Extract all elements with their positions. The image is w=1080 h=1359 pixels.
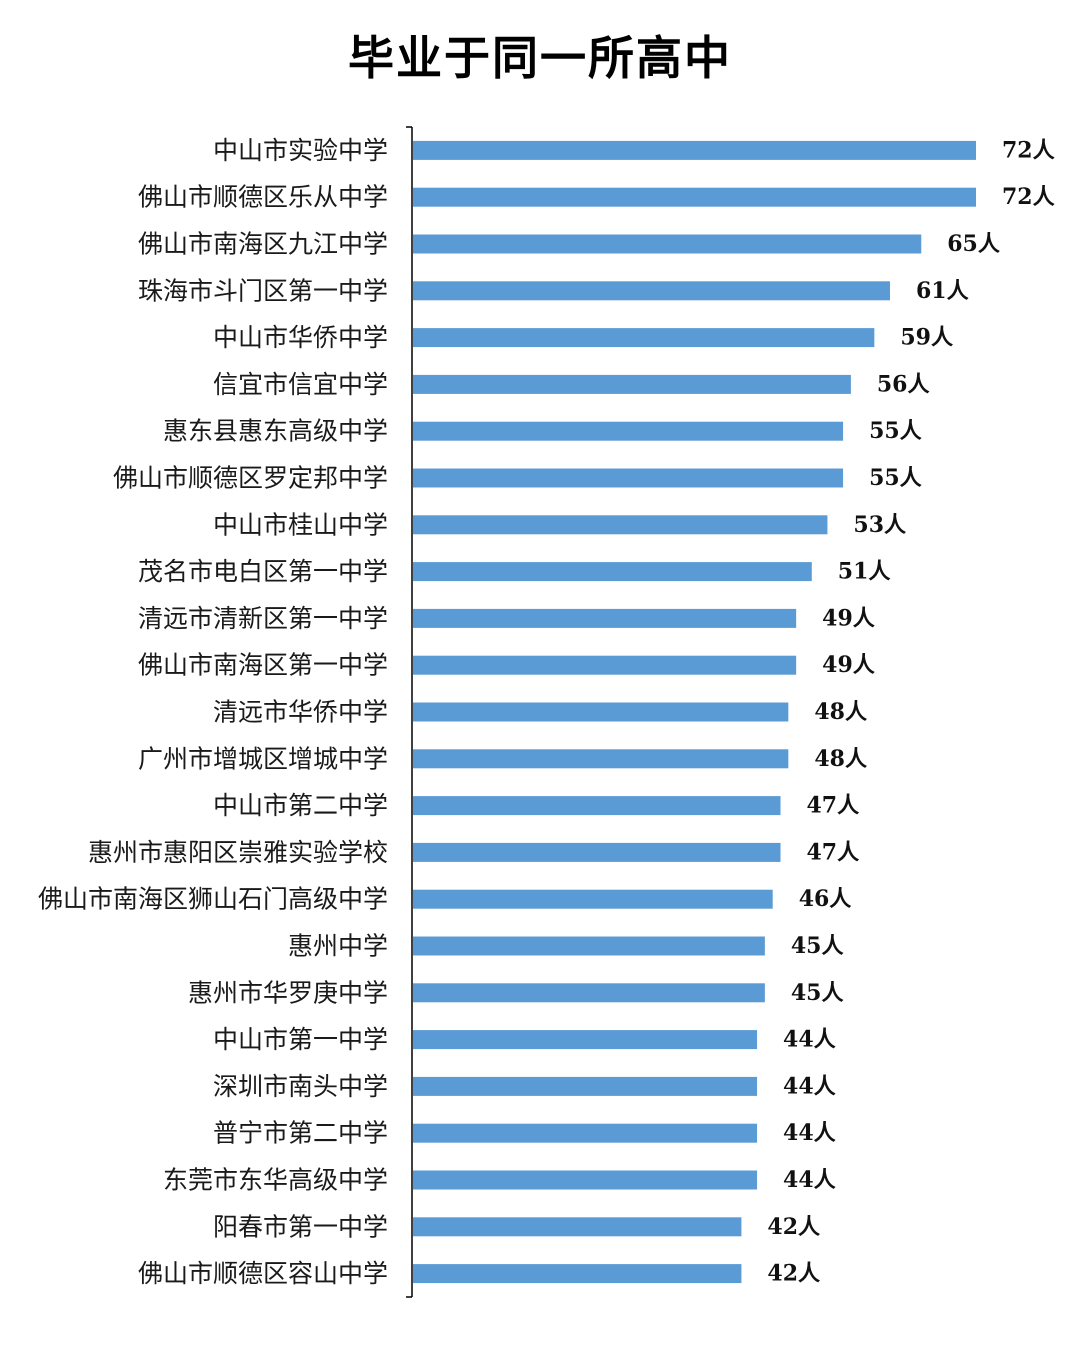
category-label: 佛山市南海区第一中学 [138, 651, 388, 680]
value-label: 56人 [877, 371, 930, 397]
category-label: 中山市第一中学 [213, 1025, 388, 1054]
category-label: 佛山市顺德区容山中学 [138, 1259, 388, 1288]
category-label: 清远市华侨中学 [213, 698, 388, 727]
value-label: 72人 [1002, 137, 1055, 163]
category-label: 茂名市电白区第一中学 [138, 557, 388, 586]
value-label: 48人 [814, 699, 867, 725]
category-label: 东莞市东华高级中学 [163, 1166, 388, 1195]
value-label: 47人 [807, 839, 860, 865]
value-label: 44人 [783, 1167, 836, 1193]
bar [413, 1217, 742, 1237]
category-label: 惠州市惠阳区崇雅实验学校 [88, 838, 388, 867]
bar [413, 140, 976, 160]
value-label: 46人 [799, 886, 852, 912]
category-label: 深圳市南头中学 [213, 1072, 388, 1101]
category-label: 佛山市南海区狮山石门高级中学 [38, 885, 388, 914]
bar [413, 655, 797, 675]
category-label: 佛山市顺德区乐从中学 [138, 183, 388, 212]
value-label: 44人 [783, 1027, 836, 1053]
category-label: 信宜市信宜中学 [213, 370, 388, 399]
bar [413, 1123, 758, 1143]
value-label: 47人 [807, 793, 860, 819]
value-label: 44人 [783, 1073, 836, 1099]
value-label: 55人 [869, 465, 922, 491]
chart-title: 毕业于同一所高中 [348, 31, 732, 85]
bar [413, 983, 765, 1003]
category-label: 阳春市第一中学 [213, 1212, 388, 1241]
category-label: 中山市实验中学 [213, 136, 388, 165]
category-label: 广州市增城区增城中学 [138, 744, 388, 773]
value-label: 49人 [822, 652, 875, 678]
value-label: 61人 [916, 278, 969, 304]
bar [413, 421, 844, 441]
bar [413, 936, 765, 956]
value-label: 44人 [783, 1120, 836, 1146]
category-label: 中山市华侨中学 [213, 323, 388, 352]
bar [413, 1170, 758, 1190]
value-label: 51人 [838, 559, 891, 585]
category-label: 中山市第二中学 [213, 791, 388, 820]
bar [413, 889, 773, 909]
value-label: 42人 [767, 1214, 820, 1240]
bar [413, 796, 781, 816]
bar [413, 187, 976, 207]
bar [413, 702, 789, 722]
bar [413, 1076, 758, 1096]
bar [413, 562, 812, 582]
bar [413, 515, 828, 535]
value-label: 72人 [1002, 184, 1055, 210]
category-label: 中山市桂山中学 [213, 510, 388, 539]
value-label: 59人 [900, 325, 953, 351]
category-label: 惠州中学 [288, 932, 388, 961]
bar [413, 842, 781, 862]
category-label: 佛山市顺德区罗定邦中学 [113, 464, 388, 493]
value-label: 65人 [947, 231, 1000, 257]
value-label: 45人 [791, 933, 844, 959]
bar [413, 1264, 742, 1284]
bar [413, 1030, 758, 1050]
value-label: 42人 [767, 1261, 820, 1287]
bar [413, 281, 890, 301]
category-label: 珠海市斗门区第一中学 [138, 276, 388, 305]
bar [413, 374, 851, 394]
bar [413, 608, 797, 628]
bar [413, 328, 875, 348]
category-label: 清远市清新区第一中学 [138, 604, 388, 633]
value-label: 45人 [791, 980, 844, 1006]
value-label: 48人 [814, 746, 867, 772]
category-label: 惠东县惠东高级中学 [163, 417, 388, 446]
bar [413, 749, 789, 769]
value-label: 49人 [822, 605, 875, 631]
bar [413, 234, 922, 254]
category-label: 佛山市南海区九江中学 [138, 230, 388, 259]
value-label: 55人 [869, 418, 922, 444]
bar [413, 468, 844, 488]
category-label: 普宁市第二中学 [213, 1119, 388, 1148]
value-label: 53人 [853, 512, 906, 538]
category-label: 惠州市华罗庚中学 [188, 978, 388, 1007]
